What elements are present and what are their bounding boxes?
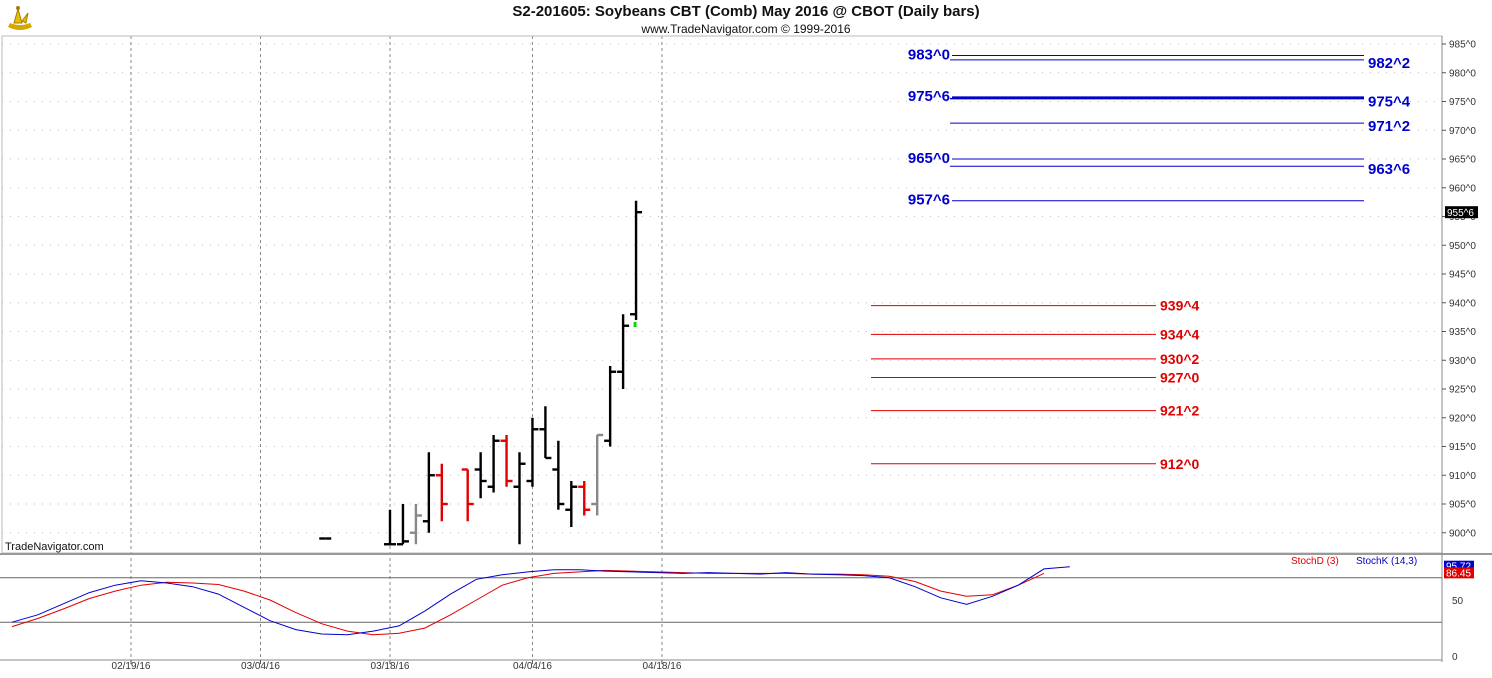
y-tick-label: 935^0: [1449, 327, 1476, 338]
support-label: 921^2: [1160, 403, 1200, 419]
stoch-d-value: 86.45: [1446, 568, 1471, 579]
resistance-label: 975^4: [1368, 94, 1411, 111]
y-tick-label: 960^0: [1449, 183, 1476, 194]
chart-title: S2-201605: Soybeans CBT (Comb) May 2016 …: [512, 3, 980, 20]
x-tick-label: 03/18/16: [371, 661, 410, 672]
y-tick-label: 945^0: [1449, 270, 1476, 281]
ohlc-bar: [396, 504, 409, 546]
ohlc-bar: [617, 314, 630, 389]
price-levels: 983^0 982^2 975^6 975^4 971^2 965^0 963^6 957^6…: [871, 47, 1411, 472]
x-tick-label: 04/18/16: [642, 661, 681, 672]
ohlc-bar: [630, 200, 643, 320]
y-tick-label: 970^0: [1449, 126, 1476, 137]
y-tick-label: 925^0: [1449, 385, 1476, 396]
y-tick-label: 985^0: [1449, 40, 1476, 51]
ohlc-bar: [591, 433, 604, 516]
resistance-label: 971^2: [1368, 118, 1410, 135]
y-tick-label: 980^0: [1449, 68, 1476, 79]
ohlc-bar: [578, 481, 591, 516]
stoch-d-legend: StochD (3): [1291, 556, 1339, 567]
y-tick-label: 930^0: [1449, 356, 1476, 367]
y-tick-label: 910^0: [1449, 471, 1476, 482]
axes: 985^0980^0975^0970^0965^0960^0955^0950^0…: [0, 35, 1492, 672]
support-label: 912^0: [1160, 456, 1200, 472]
resistance-label: 957^6: [908, 192, 950, 209]
ohlc-bar: [526, 417, 539, 487]
stoch-k-line: [11, 566, 1070, 636]
stoch-k-legend: StochK (14,3): [1356, 556, 1418, 567]
y-tick-label: 915^0: [1449, 442, 1476, 453]
support-label: 939^4: [1160, 298, 1200, 314]
x-tick-label: 02/19/16: [112, 661, 151, 672]
resistance-label: 982^2: [1368, 55, 1410, 72]
ohlc-bar: [539, 406, 552, 460]
support-label: 927^0: [1160, 370, 1200, 386]
y-tick-label: 965^0: [1449, 155, 1476, 166]
x-tick-label: 03/04/16: [241, 661, 280, 672]
stoch-d-line: [11, 569, 1045, 636]
y-tick-label: 975^0: [1449, 97, 1476, 108]
support-label: 934^4: [1160, 326, 1200, 342]
ohlc-bar: [422, 452, 435, 533]
last-price-box: [1445, 206, 1478, 219]
resistance-label: 963^6: [1368, 161, 1410, 178]
grid-lines: [2, 36, 1442, 658]
stoch-k-value: 95.72: [1446, 562, 1471, 573]
resistance-label: 975^6: [908, 88, 950, 105]
ohlc-bar: [500, 435, 513, 487]
y-tick-label: 905^0: [1449, 500, 1476, 511]
resistance-label: 965^0: [908, 150, 950, 167]
stoch-d-value-box: [1444, 567, 1474, 579]
ohlc-bar: [552, 440, 565, 510]
support-label: 930^2: [1160, 351, 1200, 367]
last-price-label: 955^6: [1447, 208, 1474, 219]
ohlc-bar: [604, 366, 617, 447]
chart-subtitle: www.TradeNavigator.com © 1999-2016: [641, 22, 851, 36]
y-tick-label: 950^0: [1449, 241, 1476, 252]
ohlc-bar: [461, 468, 474, 522]
y-tick-label: 900^0: [1449, 528, 1476, 539]
tradenavigator-logo-icon: [4, 3, 36, 33]
ohlc-bar: [487, 435, 500, 493]
y-tick-label: 920^0: [1449, 413, 1476, 424]
x-tick-label: 04/04/16: [513, 661, 552, 672]
y-tick-label: 940^0: [1449, 298, 1476, 309]
stoch-k-value-box: [1444, 560, 1474, 572]
ohlc-bar: [409, 504, 422, 545]
ohlc-bar: [474, 452, 487, 499]
price-bars: [319, 200, 643, 546]
ohlc-bar: [435, 463, 448, 522]
stoch-y-label: 50: [1452, 596, 1464, 607]
ohlc-bar: [384, 509, 396, 546]
resistance-label: 983^0: [908, 47, 950, 64]
ohlc-bar: [513, 452, 526, 545]
stoch-y-label: 0: [1452, 652, 1458, 663]
watermark: TradeNavigator.com: [5, 541, 104, 553]
ohlc-bar: [565, 481, 578, 527]
